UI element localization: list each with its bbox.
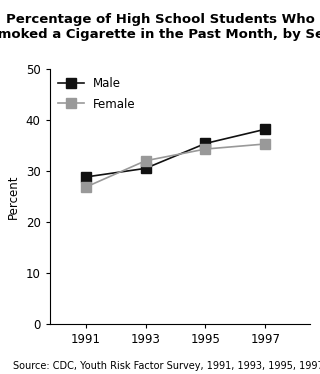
Text: Source: CDC, Youth Risk Factor Survey, 1991, 1993, 1995, 1997.: Source: CDC, Youth Risk Factor Survey, 1… (13, 361, 320, 371)
Male (263, 127, 267, 131)
Text: Percentage of High School Students Who
Smoked a Cigarette in the Past Month, by : Percentage of High School Students Who S… (0, 13, 320, 41)
Female (84, 185, 87, 190)
Female (144, 159, 148, 163)
Line: Female: Female (81, 139, 270, 192)
Male (84, 175, 87, 179)
Legend: Male, Female: Male, Female (55, 75, 138, 113)
Male (144, 166, 148, 171)
Y-axis label: Percent: Percent (7, 174, 20, 218)
Female (204, 147, 207, 151)
Line: Male: Male (81, 124, 270, 182)
Male (204, 141, 207, 146)
Female (263, 142, 267, 146)
